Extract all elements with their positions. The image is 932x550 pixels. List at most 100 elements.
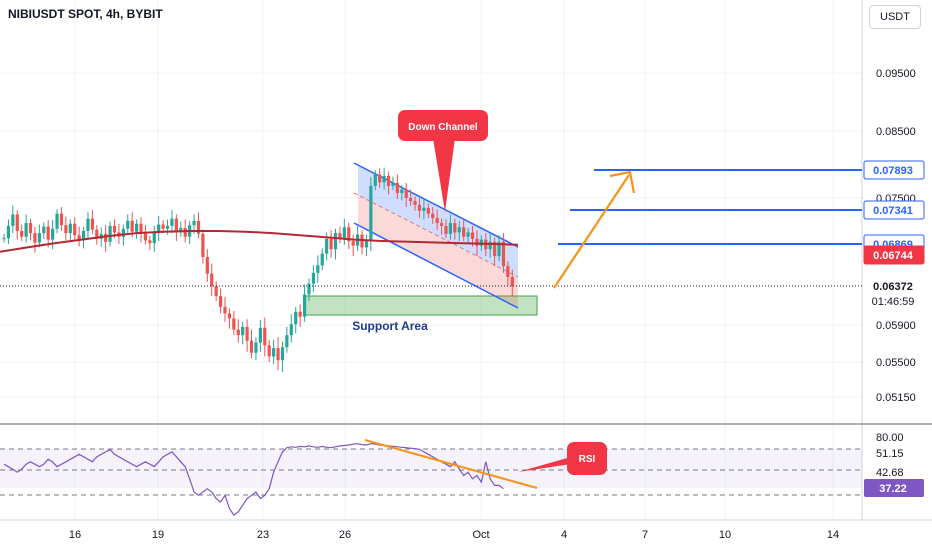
price-tick-label: 0.05150 xyxy=(876,392,916,404)
rsi-callout-label: RSI xyxy=(579,454,596,465)
candle-body xyxy=(466,232,470,237)
candle-body xyxy=(506,266,510,277)
candle-body xyxy=(302,294,307,317)
channel-bottom-line xyxy=(353,222,519,309)
candle-body xyxy=(51,228,55,240)
candle-body xyxy=(342,227,346,239)
candle-body xyxy=(218,296,223,307)
candle-body xyxy=(289,324,293,336)
candle-body xyxy=(435,217,439,224)
candle-body xyxy=(24,223,28,237)
candle-body xyxy=(475,238,479,246)
price-label-value: 0.06744 xyxy=(873,250,914,262)
symbol-title[interactable]: NIBIUSDT SPOT, 4h, BYBIT xyxy=(8,7,163,21)
candle-body xyxy=(404,189,408,198)
candle-body xyxy=(210,273,214,287)
candles xyxy=(2,167,514,372)
candle-body xyxy=(68,223,72,234)
price-tick-label: 0.09500 xyxy=(876,68,916,80)
candle-body xyxy=(444,225,448,234)
support-area-label: Support Area xyxy=(352,319,428,333)
candle-body xyxy=(86,218,90,231)
rsi-trendline xyxy=(364,439,538,489)
candle-body xyxy=(55,213,59,229)
candle-body xyxy=(316,265,320,273)
candle-body xyxy=(2,238,6,240)
candle-body xyxy=(33,233,37,243)
price-tick-label: 0.08500 xyxy=(876,126,916,138)
candle-body xyxy=(227,313,232,319)
channel-lower-fill xyxy=(358,195,518,308)
price-label-tag xyxy=(863,200,925,220)
candle-body xyxy=(108,225,112,242)
grid xyxy=(0,0,862,520)
moving-average-line xyxy=(0,230,519,253)
bar-countdown: 01:46:59 xyxy=(872,296,915,308)
candle-body xyxy=(382,175,386,183)
candle-body xyxy=(391,183,395,186)
candle-body xyxy=(400,189,404,194)
candle-body xyxy=(143,233,148,241)
candle-body xyxy=(320,253,324,266)
candle-body xyxy=(28,223,33,234)
candle-body xyxy=(42,226,46,234)
candle-body xyxy=(369,185,373,242)
candle-body xyxy=(360,234,364,248)
candle-body xyxy=(510,277,514,287)
candle-body xyxy=(276,348,280,361)
channel-top-line xyxy=(353,162,519,248)
rsi-tick-label: 80.00 xyxy=(876,432,904,444)
candle-body xyxy=(112,225,117,233)
rsi-tick-label: 42.68 xyxy=(876,467,904,479)
time-tick-label: 26 xyxy=(339,529,351,541)
channel-mid-line xyxy=(353,192,519,278)
candle-body xyxy=(161,224,165,229)
rsi-band xyxy=(0,449,862,488)
down-channel-callout xyxy=(398,110,488,141)
candle-body xyxy=(214,286,218,297)
candle-body xyxy=(497,241,501,257)
current-price-tag xyxy=(864,277,924,309)
currency-selector[interactable]: USDT xyxy=(869,5,921,29)
candle-body xyxy=(81,230,86,241)
candle-body xyxy=(364,241,369,248)
candle-body xyxy=(73,223,77,236)
candle-body xyxy=(351,241,355,246)
candle-body xyxy=(426,207,430,214)
candle-body xyxy=(307,283,311,295)
candle-body xyxy=(501,241,506,267)
candle-body xyxy=(201,233,205,257)
candle-body xyxy=(294,311,298,325)
candle-body xyxy=(121,228,125,237)
time-tick-label: Oct xyxy=(472,529,489,541)
candle-body xyxy=(493,241,497,257)
candle-body xyxy=(104,233,108,242)
candle-body xyxy=(15,214,19,231)
price-label-tag xyxy=(863,245,925,265)
candle-body xyxy=(280,347,285,361)
time-tick-label: 19 xyxy=(152,529,164,541)
candle-body xyxy=(20,230,24,237)
candle-body xyxy=(267,345,271,357)
candle-body xyxy=(378,174,382,183)
time-tick-label: 10 xyxy=(719,529,731,541)
candle-body xyxy=(192,220,196,226)
candle-body xyxy=(457,227,461,233)
down-channel-label: Down Channel xyxy=(408,122,478,133)
candle-body xyxy=(11,214,15,226)
candle-body xyxy=(488,241,492,250)
candle-body xyxy=(46,226,50,240)
candle-body xyxy=(439,223,444,226)
candle-body xyxy=(479,239,483,246)
candle-body xyxy=(64,225,68,234)
candle-body xyxy=(453,223,457,233)
candle-body xyxy=(263,327,267,346)
candle-body xyxy=(205,257,209,274)
candle-body xyxy=(448,223,453,234)
candle-body xyxy=(157,224,161,233)
candle-body xyxy=(135,223,139,232)
candle-body xyxy=(249,340,254,353)
candle-body xyxy=(95,229,99,239)
